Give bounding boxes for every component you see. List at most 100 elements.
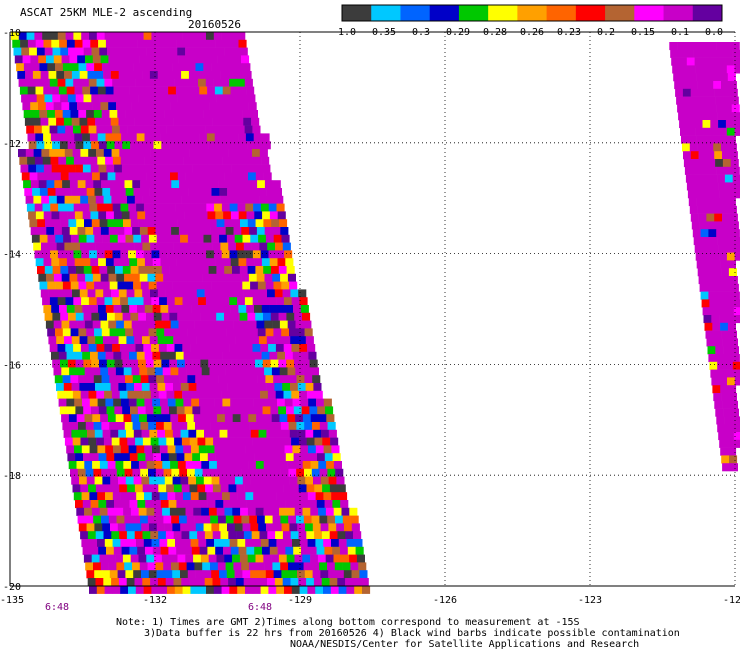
swath-cell [236,437,245,446]
swath-cell [166,390,175,399]
swath-cell [23,110,32,119]
swath-cell [134,484,143,493]
swath-cell [332,453,341,462]
swath-cell [712,260,721,269]
swath-cell [153,141,162,150]
swath-cell [222,133,231,142]
swath-cell [237,203,246,212]
swath-cell [234,523,243,532]
swath-cell [240,102,249,111]
swath-cell [305,383,314,392]
swath-cell [29,219,38,228]
swath-cell [283,437,292,446]
swath-cell [304,468,313,477]
swath-cell [271,367,280,376]
colorbar-swatch [546,5,577,21]
swath-cell [256,562,265,571]
swath-cell [117,234,126,243]
swath-cell [210,562,219,571]
swath-cell [698,151,707,160]
swath-cell [79,429,88,438]
swath-cell [139,414,148,423]
swath-cell [289,476,298,485]
swath-cell [167,203,176,212]
swath-cell [678,112,687,121]
swath-cell [280,468,289,477]
swath-cell [209,102,218,111]
swath-cell [178,102,187,111]
swath-cell [692,42,701,51]
swath-cell [225,102,234,111]
swath-cell [72,242,81,251]
swath-cell [271,507,280,516]
swath-cell [295,320,304,329]
swath-cell [149,383,158,392]
swath-cell [86,281,95,290]
swath-cell [207,351,216,360]
swath-cell [97,492,106,501]
swath-cell [165,117,174,126]
swath-cell [79,117,88,126]
swath-cell [227,188,236,197]
swath-cell [180,188,189,197]
swath-cell [188,336,197,345]
swath-cell [724,49,733,58]
swath-cell [273,570,282,579]
swath-cell [46,227,55,236]
swath-cell [212,117,221,126]
swath-cell [223,546,232,555]
swath-cell [246,211,255,220]
swath-cell [111,195,120,204]
swath-cell [131,55,140,64]
swath-cell [147,515,156,524]
swath-cell [144,86,153,95]
swath-cell [109,570,118,579]
swath-cell [141,383,150,392]
swath-cell [147,180,156,189]
swath-cell [184,453,193,462]
swath-cell [176,546,185,555]
swath-cell [114,500,123,509]
swath-cell [232,219,241,228]
swath-cell [716,229,725,238]
swath-cell [90,258,99,267]
swath-cell [268,492,277,501]
swath-cell [190,585,199,594]
swath-cell [286,359,295,368]
swath-cell [203,476,212,485]
swath-cell [129,211,138,220]
swath-cell [261,492,270,501]
swath-cell [140,422,149,431]
swath-cell [158,484,167,493]
swath-cell [125,63,134,72]
swath-cell [708,166,717,175]
swath-cell [168,39,177,48]
swath-cell [248,102,257,111]
swath-cell [127,344,136,353]
swath-cell [280,273,289,282]
swath-cell [195,188,204,197]
swath-cell [329,578,338,587]
swath-cell [172,570,181,579]
swath-cell [179,515,188,524]
swath-cell [78,523,87,532]
swath-cell [243,71,252,80]
swath-cell [704,73,713,82]
swath-cell [81,445,90,454]
swath-cell [726,432,735,441]
swath-cell [34,250,43,259]
swath-cell [57,250,66,259]
swath-cell [266,523,275,532]
swath-cell [282,383,291,392]
swath-cell [85,55,94,64]
swath-cell [12,39,21,48]
swath-cell [53,367,62,376]
swath-cell [253,539,262,548]
swath-cell [61,102,70,111]
swath-cell [51,86,60,95]
swath-cell [232,414,241,423]
swath-cell [279,507,288,516]
swath-cell [25,195,34,204]
swath-cell [294,554,303,563]
swath-cell [148,570,157,579]
